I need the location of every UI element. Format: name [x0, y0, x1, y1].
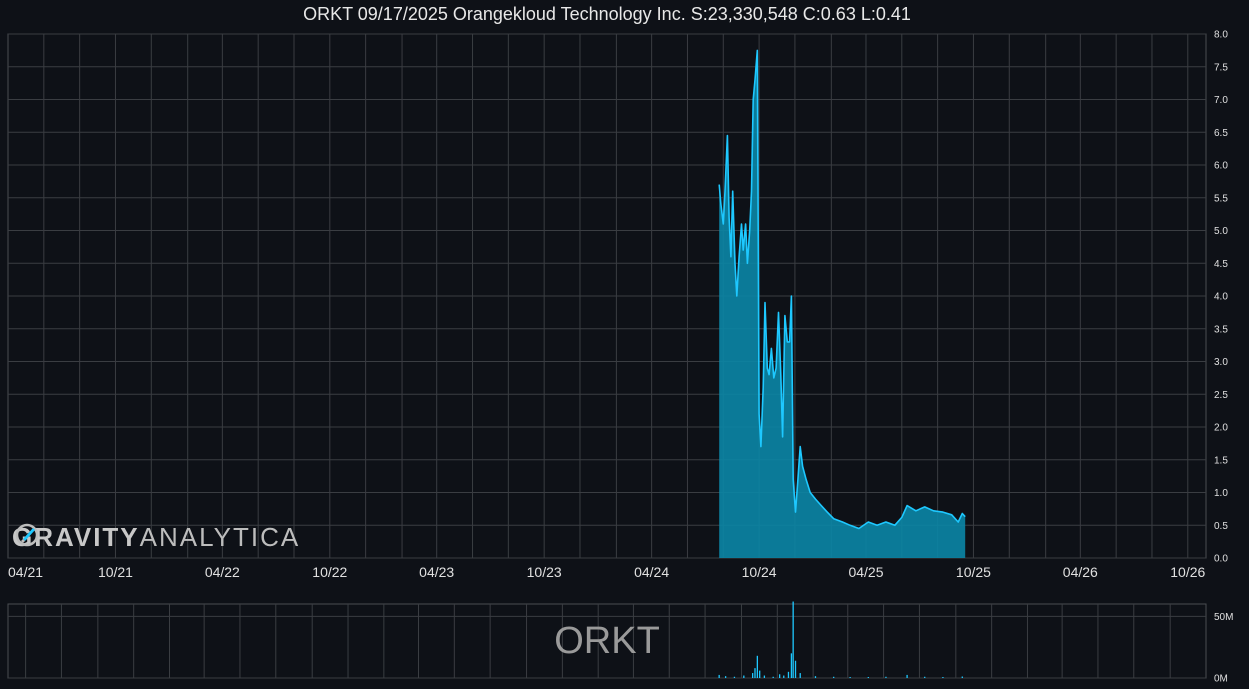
volume-grid — [7, 603, 1207, 679]
time-x-tick-label: 10/22 — [312, 564, 347, 580]
price-y-tick-label: 4.5 — [1214, 259, 1228, 270]
volume-y-tick-label: 0M — [1214, 674, 1228, 685]
time-x-axis: 04/21 10/21 04/22 10/22 04/23 10/23 04/24 10/24… — [8, 564, 1206, 580]
time-x-tick-label: 04/23 — [419, 564, 454, 580]
price-y-tick-label: 7.5 — [1214, 62, 1228, 73]
price-y-axis: 0.0 0.5 1.0 1.5 2.0 2.5 3.0 3.5 4.0 4.5 5.0 5.5 6.0 6… — [1214, 30, 1228, 565]
rocket-icon — [15, 523, 39, 547]
time-x-tick-label: 10/21 — [98, 564, 133, 580]
time-x-tick-label: 04/22 — [205, 564, 240, 580]
price-y-tick-label: 7.0 — [1214, 95, 1228, 106]
price-y-tick-label: 5.5 — [1214, 193, 1228, 204]
time-x-tick-label: 10/24 — [742, 564, 777, 580]
volume-y-tick-label: 50M — [1214, 612, 1233, 623]
price-grid — [7, 33, 1207, 559]
price-y-tick-label: 0.5 — [1214, 521, 1228, 532]
price-y-tick-label: 8.0 — [1214, 30, 1228, 41]
price-line — [718, 49, 966, 530]
volume-bars — [718, 601, 963, 678]
price-area-fill — [719, 50, 966, 559]
price-y-tick-label: 3.0 — [1214, 357, 1228, 368]
price-area — [718, 49, 966, 559]
price-y-tick-label: 3.5 — [1214, 324, 1228, 335]
time-x-tick-label: 04/21 — [8, 564, 43, 580]
time-x-tick-label: 10/25 — [956, 564, 991, 580]
time-x-tick-label: 04/26 — [1063, 564, 1098, 580]
price-y-tick-label: 6.5 — [1214, 128, 1228, 139]
time-x-tick-label: 04/24 — [634, 564, 669, 580]
price-y-tick-label: 0.0 — [1214, 554, 1228, 565]
chart-title: ORKT 09/17/2025 Orangekloud Technology I… — [303, 4, 911, 24]
price-y-tick-label: 6.0 — [1214, 161, 1228, 172]
price-y-tick-label: 1.0 — [1214, 488, 1228, 499]
time-x-tick-label: 04/25 — [848, 564, 883, 580]
price-y-tick-label: 1.5 — [1214, 455, 1228, 466]
time-x-tick-label: 10/26 — [1170, 564, 1205, 580]
time-x-tick-label: 10/23 — [527, 564, 562, 580]
volume-ticker-label: ORKT — [554, 620, 660, 662]
gravity-analytica-logo: GRAVITYANALYTICA — [12, 522, 301, 552]
price-y-tick-label: 2.5 — [1214, 390, 1228, 401]
price-y-tick-label: 5.0 — [1214, 226, 1228, 237]
price-y-tick-label: 2.0 — [1214, 423, 1228, 434]
volume-y-axis: 0M 50M — [1214, 612, 1233, 685]
price-y-tick-label: 4.0 — [1214, 292, 1228, 303]
